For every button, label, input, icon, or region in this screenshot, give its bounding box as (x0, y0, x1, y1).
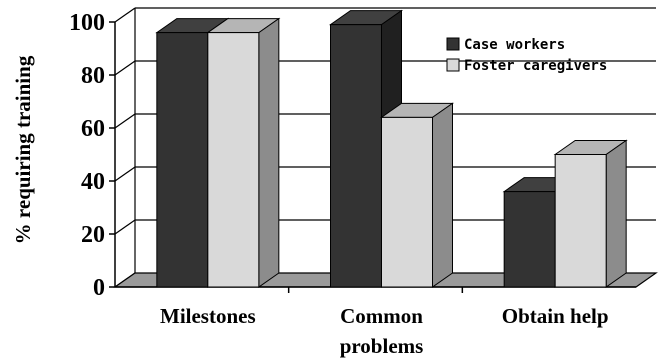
category-label: Obtain help (502, 304, 609, 328)
wall-grid-diagonal (114, 166, 136, 182)
wall-grid-diagonal (114, 219, 136, 235)
category-label: Milestones (160, 304, 256, 328)
legend-swatch (446, 37, 460, 51)
bar-front (554, 154, 607, 288)
bars (155, 9, 628, 288)
bar-side (605, 139, 627, 288)
bar-side (258, 17, 280, 288)
legend-swatch (446, 58, 460, 72)
legend: Case workers Foster caregivers (446, 37, 607, 74)
category-labels: Milestones Common problems Obtain help (160, 304, 609, 358)
y-tick-label: 80 (81, 63, 105, 89)
bar-side (432, 102, 453, 288)
legend-item: Foster caregivers (446, 58, 607, 74)
bar-front (207, 32, 260, 288)
y-tick-label: 0 (93, 275, 105, 301)
legend-label: Case workers (464, 37, 565, 53)
category-label: Common problems (340, 304, 424, 358)
y-tick-label: 40 (81, 169, 105, 195)
legend-label: Foster caregivers (464, 58, 607, 74)
y-tick-label: 20 (81, 222, 105, 248)
bar-foster-caregivers-0 (206, 17, 281, 288)
wall-grid-diagonal (114, 7, 136, 23)
bar-front (381, 116, 433, 288)
wall-grid-diagonal (114, 113, 136, 129)
bar-front (330, 24, 382, 288)
bar-front (503, 191, 556, 288)
y-tick-labels: 0 20 40 60 80 100 (69, 10, 105, 301)
bar-foster-caregivers-2 (553, 139, 628, 288)
bar-foster-caregivers-1 (379, 102, 455, 288)
wall-grid-diagonal (114, 60, 136, 76)
y-tick-label: 60 (81, 116, 105, 142)
legend-item: Case workers (446, 37, 565, 53)
y-axis-title: % requiring training (11, 55, 35, 244)
y-tick-label: 100 (69, 10, 105, 36)
bar-front (156, 32, 209, 288)
